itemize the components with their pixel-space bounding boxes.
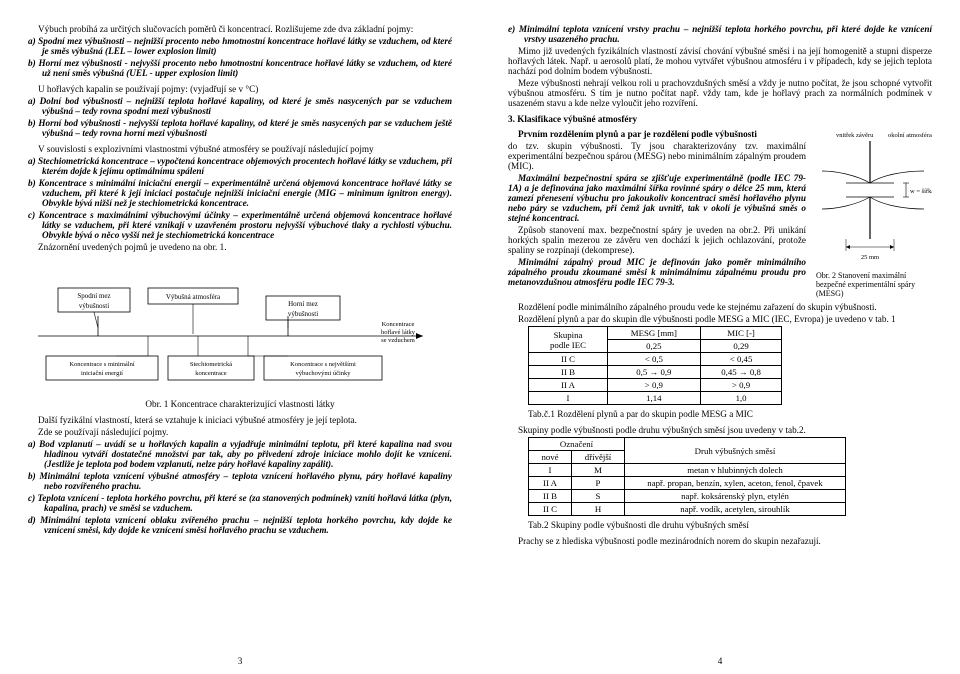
fig2-caption: Obr. 2 Stanovení maximální bezpečné expe… <box>816 271 932 298</box>
p-intro2: do tzv. skupin výbušnosti. Ty jsou chara… <box>508 141 806 171</box>
p-mesg2: Způsob stanovení max. bezpečnostní spáry… <box>508 225 806 255</box>
p-mic: Minimální zápalný proud MIC je definován… <box>508 257 806 287</box>
table-2: Označení Druh výbušných směsí nové dřívě… <box>528 437 846 516</box>
page-number: 4 <box>710 656 730 666</box>
stech-a: a) Stechiometrická koncentrace – vypočte… <box>28 156 452 176</box>
p-intro1: Prvním rozdělením plynů a par je rozděle… <box>508 129 806 139</box>
svg-text:w = šířka spáry: w = šířka spáry <box>910 188 932 195</box>
svg-text:iniciační energií: iniciační energií <box>81 370 123 377</box>
page-right: e) Minimální teplota vznícení vrstvy pra… <box>480 0 960 674</box>
page-left: Výbuch probíhá za určitých slučovacích p… <box>0 0 480 674</box>
svg-text:výbušnosti: výbušnosti <box>288 310 318 318</box>
table-1: Skupinapodle IEC MESG [mm] MIC [-] 0,25 … <box>528 326 782 405</box>
p-roz: Rozdělení podle minimálního zápalného pr… <box>508 302 932 312</box>
heading-3: 3. Klasifikace výbušné atmosféry <box>508 114 932 124</box>
zna-line: Znázornění uvedených pojmů je uvedeno na… <box>28 242 452 252</box>
u-line: U hořlavých kapalin se používají pojmy: … <box>28 84 452 94</box>
svg-text:Koncentrace s minimální: Koncentrace s minimální <box>69 361 135 368</box>
def-a: a) Spodní mez výbušnosti – nejnižší proc… <box>28 36 452 56</box>
dal: Další fyzikální vlastností, která se vzt… <box>28 415 452 425</box>
def-a2: a) Dolní bod výbušnosti – nejnižší teplo… <box>28 96 452 116</box>
figure-1: Spodní mez výbušnosti Výbušná atmosféra … <box>28 256 452 396</box>
p-last: Prachy se z hlediska výbušnosti podle me… <box>508 536 932 546</box>
bv-d: d) Minimální teplota vznícení oblaku zví… <box>28 515 452 535</box>
main-column: Prvním rozdělením plynů a par je rozděle… <box>508 127 806 300</box>
stech-b: b) Koncentrace s minimální iniciační ene… <box>28 178 452 208</box>
svg-text:Koncentrace s největšími: Koncentrace s největšími <box>290 361 356 368</box>
para2: Meze výbušnosti nehrají velkou roli u pr… <box>508 78 932 108</box>
fig1-caption: Obr. 1 Koncentrace charakterizující vlas… <box>28 399 452 409</box>
bv-b: b) Minimální teplota vznícení výbušné at… <box>28 471 452 491</box>
svg-text:Spodní mez: Spodní mez <box>77 292 110 300</box>
svg-text:hořlavé látky: hořlavé látky <box>381 329 416 336</box>
s-line: V souvislosti s explozivními vlastnostmi… <box>28 144 452 154</box>
stech-c: c) Koncentrace s maximálními výbuchovými… <box>28 210 452 240</box>
svg-text:Výbušná atmosféra: Výbušná atmosféra <box>166 293 221 301</box>
svg-text:Stechiometrická: Stechiometrická <box>190 361 232 368</box>
svg-text:výbušnosti: výbušnosti <box>79 302 109 310</box>
tab2-caption: Tab.2 Skupiny podle výbušnosti dle druhu… <box>528 520 932 530</box>
bv-c: c) Teplota vznícení - teplota horkého po… <box>28 493 452 513</box>
figure-2: vnitřek závěru okolní atmosféra <box>816 127 932 267</box>
p-tab2: Skupiny podle výbušnosti podle druhu výb… <box>508 425 932 435</box>
svg-text:25 mm: 25 mm <box>861 254 879 261</box>
svg-text:okolní atmosféra: okolní atmosféra <box>888 132 932 139</box>
svg-text:výbuchovými účinky: výbuchovými účinky <box>295 370 351 377</box>
p-mesg: Maximální bezpečnostní spára se zjišťuje… <box>508 173 806 223</box>
svg-text:Horní mez: Horní mez <box>288 300 318 308</box>
bv-e: e) Minimální teplota vznícení vrstvy pra… <box>508 24 932 44</box>
para1: Mimo již uvedených fyzikálních vlastnost… <box>508 46 932 76</box>
svg-text:vnitřek závěru: vnitřek závěru <box>836 132 874 139</box>
page-spread: Výbuch probíhá za určitých slučovacích p… <box>0 0 960 674</box>
bv-a: a) Bod vzplanutí – uvádí se u hořlavých … <box>28 439 452 469</box>
p-tab1: Rozdělení plynů a par do skupin dle výbu… <box>508 314 932 324</box>
svg-text:se vzduchem: se vzduchem <box>381 337 415 344</box>
svg-text:Koncentrace: Koncentrace <box>382 321 415 328</box>
def-b: b) Horní mez výbušnosti - nejvyšší proce… <box>28 58 452 78</box>
zde: Zde se používají následující pojmy. <box>28 427 452 437</box>
tab1-caption: Tab.č.1 Rozdělení plynů a par do skupin … <box>528 409 932 419</box>
intro: Výbuch probíhá za určitých slučovacích p… <box>28 24 452 34</box>
def-b2: b) Horní bod výbušnosti - nejvyšší teplo… <box>28 118 452 138</box>
side-column: vnitřek závěru okolní atmosféra <box>816 127 932 300</box>
svg-text:koncentrace: koncentrace <box>195 370 227 377</box>
page-number: 3 <box>230 656 250 666</box>
